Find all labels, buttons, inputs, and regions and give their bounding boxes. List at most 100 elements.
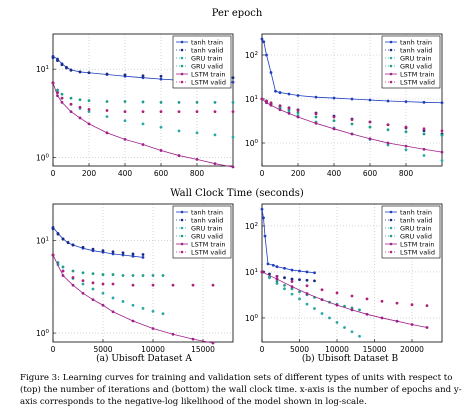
plot-frame (52, 33, 234, 167)
data-point (440, 133, 444, 137)
data-point (61, 237, 65, 241)
data-point (159, 125, 163, 129)
legend-label: LSTM train (191, 71, 226, 79)
data-point (422, 147, 426, 151)
data-point (343, 326, 346, 329)
data-point (151, 327, 155, 330)
legend-box (172, 35, 232, 89)
data-point (350, 132, 354, 136)
legend-label: LSTM valid (191, 249, 226, 257)
data-point (290, 268, 294, 272)
data-point (78, 105, 82, 109)
legend-label: tanh train (191, 39, 223, 47)
data-point (159, 74, 163, 78)
data-point (105, 100, 109, 103)
x-tick-label: 5000 (290, 345, 309, 354)
legend-marker (180, 72, 184, 76)
x-tick-label: 15000 (363, 345, 387, 354)
data-point (91, 287, 95, 291)
x-tick-label: 600 (363, 169, 378, 178)
data-point (320, 288, 324, 292)
panel-b-time: 0 5000 10000 15000 20000 100 101 102 tanh traint… (245, 203, 443, 354)
data-point (105, 109, 109, 112)
data-point (69, 102, 73, 106)
data-point (380, 316, 384, 320)
y-tick-label: 102 (245, 51, 258, 60)
data-point (60, 101, 64, 104)
data-point (368, 137, 372, 141)
data-point (287, 112, 291, 115)
data-point (314, 95, 318, 99)
data-point (290, 280, 294, 283)
legend-marker (180, 80, 184, 84)
data-point (422, 100, 426, 104)
legend-label: LSTM valid (400, 249, 435, 257)
data-point (350, 330, 354, 334)
data-point (440, 159, 444, 162)
data-point (131, 319, 135, 323)
data-point (350, 122, 354, 126)
legend-marker (389, 234, 393, 238)
data-point (105, 72, 109, 76)
data-point (111, 252, 115, 256)
data-point (350, 308, 354, 312)
data-point (404, 144, 408, 148)
data-point (422, 129, 426, 133)
data-point (101, 303, 105, 307)
data-point (404, 130, 408, 134)
data-point (283, 283, 286, 287)
data-point (231, 76, 235, 80)
data-point (350, 97, 354, 101)
legend-label: GRU train (400, 55, 432, 63)
data-point (51, 253, 55, 257)
series-lstm-valid (51, 253, 215, 287)
x-tick-label: 800 (399, 169, 414, 178)
data-point (231, 110, 235, 114)
series-gru-train (51, 81, 235, 139)
y-tick-label: 100 (36, 153, 50, 162)
data-point (440, 101, 444, 105)
legend-label: tanh valid (400, 217, 432, 225)
y-tick-label: 102 (245, 222, 258, 231)
data-point (91, 281, 95, 285)
data-point (141, 122, 145, 126)
data-point (213, 162, 217, 166)
data-point (78, 70, 82, 74)
data-point (177, 129, 181, 133)
series-lstm-train (260, 270, 429, 329)
data-point (159, 110, 163, 114)
data-point (278, 108, 282, 112)
data-point (314, 112, 318, 116)
data-point (335, 321, 339, 324)
data-point (278, 91, 282, 94)
data-point (69, 110, 73, 114)
legend-marker (389, 210, 393, 214)
x-tick-label: 200 (291, 169, 306, 178)
data-point (211, 283, 215, 287)
legend-label: LSTM train (400, 241, 435, 249)
legend-label: GRU train (191, 55, 223, 63)
data-point (213, 110, 217, 114)
data-point (81, 279, 85, 282)
data-point (65, 66, 68, 70)
data-point (177, 154, 181, 157)
series-line (261, 271, 428, 328)
data-point (121, 251, 125, 255)
data-point (213, 101, 217, 104)
data-point (404, 125, 408, 129)
series-line (52, 82, 234, 168)
data-point (260, 270, 264, 274)
data-point (290, 285, 294, 289)
data-point (275, 280, 279, 283)
data-point (151, 309, 155, 313)
legend-marker (180, 250, 184, 254)
data-point (87, 107, 91, 111)
data-point (69, 96, 73, 100)
data-point (231, 101, 235, 104)
legend-marker (389, 64, 393, 68)
figure-caption: Figure 3: Learning curves for training a… (20, 373, 462, 407)
data-point (159, 149, 163, 152)
data-point (161, 312, 165, 316)
